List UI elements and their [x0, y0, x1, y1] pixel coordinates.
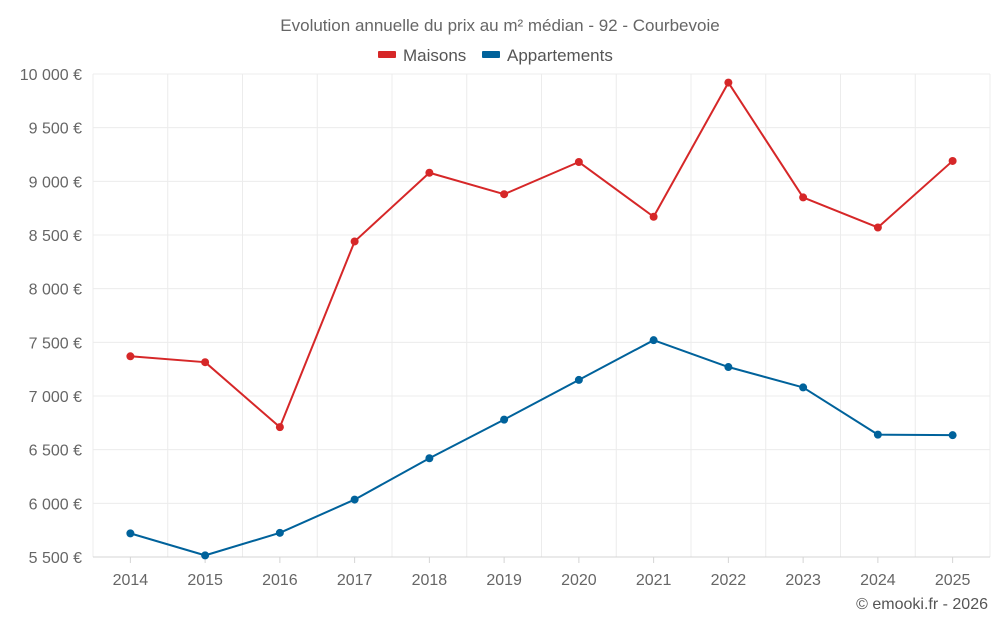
- data-point-maisons[interactable]: [275, 423, 284, 432]
- series-line-appartements: [130, 339, 953, 557]
- plot-area: [126, 78, 957, 560]
- y-tick-label: 5 500 €: [29, 550, 82, 567]
- y-tick-label: 9 500 €: [29, 121, 82, 138]
- x-tick-label: 2017: [337, 572, 373, 589]
- grid: [92, 73, 991, 558]
- y-tick-label: 8 000 €: [29, 282, 82, 299]
- data-point-appartements[interactable]: [948, 431, 957, 440]
- x-tick-label: 2025: [935, 572, 971, 589]
- data-point-maisons[interactable]: [799, 193, 808, 202]
- y-tick-label: 7 500 €: [29, 335, 82, 352]
- x-tick-label: 2021: [636, 572, 672, 589]
- y-tick-label: 6 500 €: [29, 443, 82, 460]
- y-tick-label: 9 000 €: [29, 174, 82, 191]
- data-point-appartements[interactable]: [799, 383, 808, 392]
- legend-swatch-appartements: [482, 51, 500, 58]
- legend: Maisons Appartements: [378, 46, 613, 65]
- data-point-appartements[interactable]: [126, 529, 135, 538]
- x-tick-label: 2016: [262, 572, 298, 589]
- legend-label-appartements[interactable]: Appartements: [507, 46, 613, 65]
- x-axis: 2014 2015 2016 2017 2018 2019 2020 2021 2022 2023…: [93, 556, 990, 589]
- y-tick-label: 6 000 €: [29, 496, 82, 513]
- data-point-maisons[interactable]: [873, 223, 882, 232]
- data-point-maisons[interactable]: [126, 352, 135, 361]
- data-point-maisons[interactable]: [574, 158, 583, 167]
- data-point-appartements[interactable]: [649, 336, 658, 345]
- y-tick-label: 8 500 €: [29, 228, 82, 245]
- data-point-maisons[interactable]: [350, 237, 359, 246]
- y-tick-label: 7 000 €: [29, 389, 82, 406]
- legend-swatch-maisons: [378, 51, 396, 58]
- x-tick-label: 2020: [561, 572, 597, 589]
- data-point-maisons[interactable]: [201, 358, 210, 367]
- data-point-maisons[interactable]: [500, 190, 509, 199]
- data-point-appartements[interactable]: [873, 430, 882, 439]
- data-point-appartements[interactable]: [724, 363, 733, 372]
- data-point-maisons[interactable]: [649, 212, 658, 221]
- data-point-appartements[interactable]: [201, 551, 210, 560]
- data-point-maisons[interactable]: [425, 168, 434, 177]
- x-tick-label: 2018: [412, 572, 448, 589]
- data-point-appartements[interactable]: [574, 375, 583, 384]
- credit-text: © emooki.fr - 2026: [856, 596, 988, 613]
- data-point-appartements[interactable]: [425, 454, 434, 463]
- x-tick-label: 2023: [785, 572, 821, 589]
- y-axis: 5 500 € 6 000 € 6 500 € 7 000 € 7 500 € 8 000…: [20, 67, 82, 567]
- data-point-maisons[interactable]: [724, 78, 733, 87]
- x-tick-label: 2024: [860, 572, 896, 589]
- x-tick-label: 2015: [187, 572, 223, 589]
- legend-label-maisons[interactable]: Maisons: [403, 46, 466, 65]
- x-tick-label: 2014: [113, 572, 149, 589]
- x-tick-label: 2022: [711, 572, 747, 589]
- chart-title: Evolution annuelle du prix au m² médian …: [280, 16, 719, 35]
- data-point-appartements[interactable]: [275, 528, 284, 537]
- y-tick-label: 10 000 €: [20, 67, 82, 84]
- series-line-maisons: [130, 81, 954, 429]
- x-tick-label: 2019: [486, 572, 522, 589]
- data-point-maisons[interactable]: [948, 156, 957, 165]
- data-point-appartements[interactable]: [500, 415, 509, 424]
- data-point-appartements[interactable]: [350, 495, 359, 504]
